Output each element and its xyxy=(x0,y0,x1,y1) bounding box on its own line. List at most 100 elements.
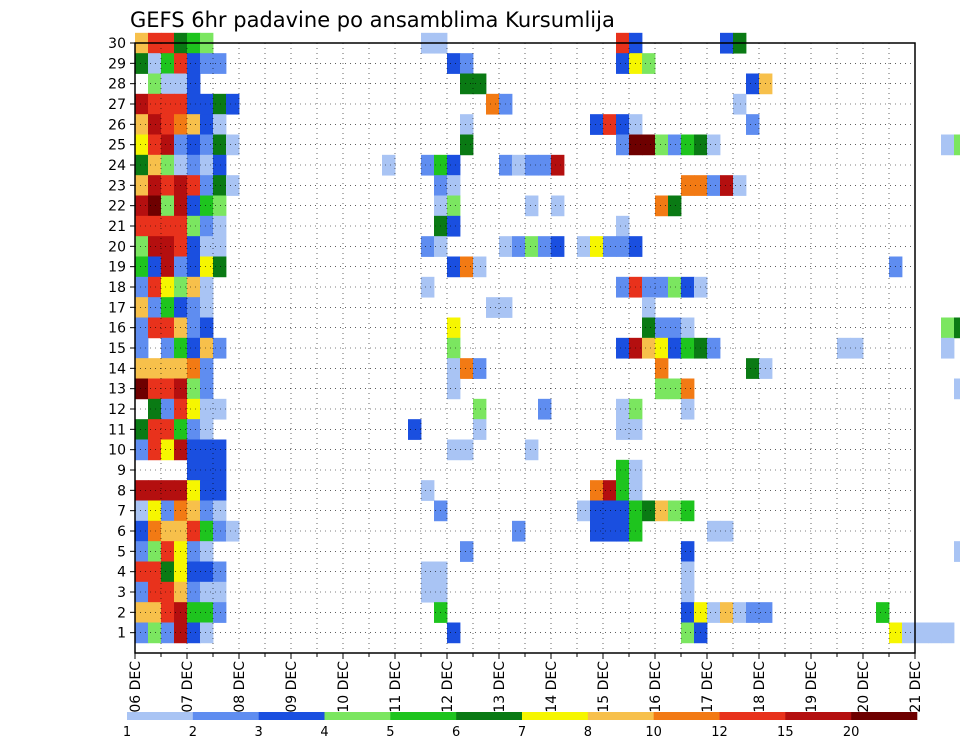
heatmap-cell xyxy=(681,541,695,562)
heatmap-cell xyxy=(681,398,695,420)
heatmap-cell xyxy=(148,317,162,339)
heatmap-cell xyxy=(213,398,227,420)
heatmap-cell xyxy=(642,297,656,318)
heatmap-cell xyxy=(148,276,162,298)
heatmap-cell xyxy=(733,175,747,196)
heatmap-cell xyxy=(200,175,214,196)
heatmap-cell xyxy=(148,602,162,623)
y-tick-label: 20 xyxy=(108,239,126,255)
heatmap-cell xyxy=(135,378,149,400)
y-tick-label: 17 xyxy=(108,300,126,316)
heatmap-cell xyxy=(161,236,175,257)
heatmap-cell xyxy=(213,256,227,278)
heatmap-cell xyxy=(200,561,214,583)
heatmap-cell xyxy=(161,541,175,562)
x-tick-label: 11 DEC xyxy=(388,661,404,713)
heatmap-cell xyxy=(421,581,435,603)
heatmap-cell xyxy=(616,276,630,298)
heatmap-cell xyxy=(616,459,630,481)
heatmap-cell xyxy=(226,93,240,115)
heatmap-cell xyxy=(525,439,539,461)
colorbar-label: 6 xyxy=(452,725,460,740)
heatmap-cell xyxy=(161,317,175,339)
y-tick-label: 4 xyxy=(117,565,126,581)
heatmap-cell xyxy=(213,500,227,522)
heatmap-cell xyxy=(200,358,214,379)
colorbar-swatch xyxy=(258,712,325,720)
heatmap-cell xyxy=(213,236,227,257)
heatmap-cell xyxy=(187,236,201,257)
heatmap-cell xyxy=(148,236,162,257)
heatmap-cell xyxy=(187,53,201,74)
y-tick-label: 6 xyxy=(117,524,126,540)
heatmap-cell xyxy=(200,93,214,115)
x-tick-label: 14 DEC xyxy=(544,661,560,713)
colorbar: 1 2 3 4 5 6 7 8 10 12 15 20 xyxy=(123,712,918,740)
heatmap-cell xyxy=(161,520,175,542)
heatmap-cell xyxy=(200,541,214,562)
heatmap-cell xyxy=(447,358,461,379)
heatmap-cell xyxy=(460,73,474,95)
heatmap-cell xyxy=(447,317,461,339)
heatmap-cell xyxy=(668,134,682,156)
heatmap-cell xyxy=(135,276,149,298)
heatmap-cell xyxy=(642,53,656,74)
heatmap-cell xyxy=(187,195,201,217)
heatmap-cell xyxy=(200,602,214,623)
heatmap-cell xyxy=(135,53,149,74)
heatmap-cell xyxy=(161,602,175,623)
heatmap-cell xyxy=(213,439,227,461)
heatmap-cell xyxy=(655,500,669,522)
heatmap-cell xyxy=(148,378,162,400)
heatmap-cell xyxy=(460,439,474,461)
heatmap-cell xyxy=(681,175,695,196)
heatmap-cell xyxy=(447,53,461,74)
heatmap-cell xyxy=(161,581,175,603)
y-tick-label: 18 xyxy=(108,280,126,296)
heatmap-cell xyxy=(512,236,526,257)
heatmap-cell xyxy=(187,561,201,583)
heatmap-cell xyxy=(681,622,695,644)
heatmap-cell xyxy=(616,500,630,522)
heatmap-cell xyxy=(148,53,162,74)
heatmap-cell xyxy=(447,622,461,644)
heatmap-cell xyxy=(213,602,227,623)
heatmap-cell xyxy=(681,134,695,156)
colorbar-swatch xyxy=(127,712,194,720)
heatmap-cell xyxy=(382,154,396,176)
heatmap-cell xyxy=(681,378,695,400)
heatmap-cell xyxy=(421,480,435,501)
heatmap-cell xyxy=(135,602,149,623)
x-tick-label: 16 DEC xyxy=(648,661,664,713)
heatmap-cell xyxy=(200,459,214,481)
heatmap-cell xyxy=(161,439,175,461)
heatmap-cell xyxy=(187,175,201,196)
heatmap-cell xyxy=(161,175,175,196)
heatmap-cell xyxy=(460,114,474,135)
heatmap-cell xyxy=(681,602,695,623)
heatmap-cell xyxy=(187,358,201,379)
heatmap-cell xyxy=(954,541,960,562)
heatmap-cell xyxy=(200,500,214,522)
heatmap-cell xyxy=(161,500,175,522)
heatmap-cell xyxy=(187,622,201,644)
heatmap-cell xyxy=(187,480,201,501)
heatmap-cell xyxy=(668,317,682,339)
heatmap-cell xyxy=(720,175,734,196)
chart-title: GEFS 6hr padavine po ansamblima Kursumli… xyxy=(130,8,615,32)
heatmap-cell xyxy=(954,134,960,156)
heatmap-cell xyxy=(876,602,890,623)
heatmap-cell xyxy=(200,114,214,135)
heatmap-cell xyxy=(135,337,149,359)
heatmap-cell xyxy=(200,419,214,440)
heatmap-cell xyxy=(161,337,175,359)
heatmap-cell xyxy=(447,439,461,461)
heatmap-cell xyxy=(525,195,539,217)
heatmap-cell xyxy=(200,480,214,501)
heatmap-cell xyxy=(642,337,656,359)
y-tick-label: 1 xyxy=(117,626,126,642)
heatmap-cell xyxy=(200,317,214,339)
heatmap-cell xyxy=(200,215,214,237)
y-tick-label: 7 xyxy=(117,504,126,520)
heatmap-cells xyxy=(135,32,960,644)
